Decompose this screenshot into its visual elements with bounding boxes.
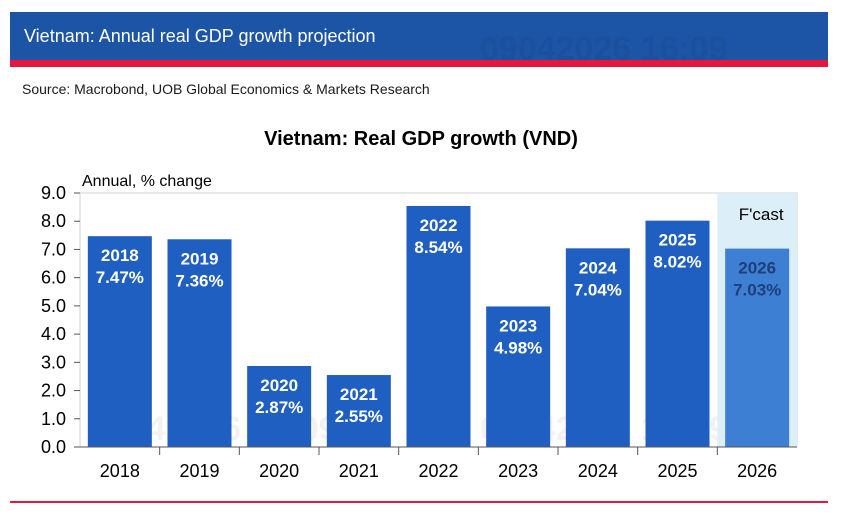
bar-2025 [645, 220, 710, 447]
y-tick-label: 8.0 [41, 211, 66, 231]
bar-value-label: 7.47% [96, 268, 144, 287]
y-tick-label: 6.0 [41, 268, 66, 288]
x-tick-label: 2024 [578, 461, 618, 481]
bar-value-label: 7.36% [175, 271, 223, 290]
source-note: Source: Macrobond, UOB Global Economics … [22, 81, 430, 97]
y-tick-label: 3.0 [41, 352, 66, 372]
bar-2022 [406, 205, 471, 447]
x-tick-label: 2020 [259, 461, 299, 481]
bottom-accent-rule [10, 501, 828, 503]
y-tick-label: 1.0 [41, 409, 66, 429]
bar-value-label: 2.87% [255, 398, 303, 417]
bar-year-label: 2026 [738, 259, 776, 278]
x-tick-label: 2021 [339, 461, 379, 481]
x-tick-label: 2022 [418, 461, 458, 481]
y-tick-label: 0.0 [41, 437, 66, 457]
bar-2021 [326, 375, 391, 447]
bar-year-label: 2019 [181, 249, 219, 268]
bar-2019 [167, 239, 232, 447]
y-axis-label: Annual, % change [82, 173, 212, 190]
bar-value-label: 7.04% [574, 280, 622, 299]
bar-value-label: 7.03% [733, 281, 781, 300]
bar-value-label: 8.02% [653, 253, 701, 272]
y-tick-label: 7.0 [41, 239, 66, 259]
bar-year-label: 2024 [579, 258, 617, 277]
bar-2020 [247, 366, 312, 447]
x-tick-label: 2025 [657, 461, 697, 481]
forecast-label: F'cast [739, 205, 784, 224]
bar-2018 [87, 236, 152, 447]
watermark-text: 09042026 16:09 [480, 30, 728, 68]
y-tick-label: 9.0 [41, 183, 66, 203]
x-tick-label: 2026 [737, 461, 777, 481]
x-tick-label: 2023 [498, 461, 538, 481]
bar-2026 [725, 248, 790, 447]
x-tick-label: 2019 [179, 461, 219, 481]
y-tick-label: 5.0 [41, 296, 66, 316]
bar-year-label: 2020 [260, 376, 298, 395]
y-tick-label: 2.0 [41, 381, 66, 401]
bar-year-label: 2025 [659, 231, 697, 250]
y-tick-label: 4.0 [41, 324, 66, 344]
bar-year-label: 2018 [101, 246, 139, 265]
header-bar: Vietnam: Annual real GDP growth projecti… [10, 12, 828, 60]
bar-year-label: 2023 [499, 316, 537, 335]
bar-value-label: 2.55% [335, 407, 383, 426]
bar-2023 [486, 306, 551, 447]
bar-value-label: 4.98% [494, 338, 542, 357]
bar-year-label: 2022 [420, 216, 458, 235]
bar-value-label: 8.54% [414, 238, 462, 257]
header-accent-rule [10, 60, 828, 67]
chart-title: Vietnam: Real GDP growth (VND) [264, 128, 578, 150]
bar-year-label: 2021 [340, 385, 378, 404]
bar-2024 [565, 248, 630, 447]
header-title: Vietnam: Annual real GDP growth projecti… [24, 26, 376, 46]
x-tick-label: 2018 [100, 461, 140, 481]
